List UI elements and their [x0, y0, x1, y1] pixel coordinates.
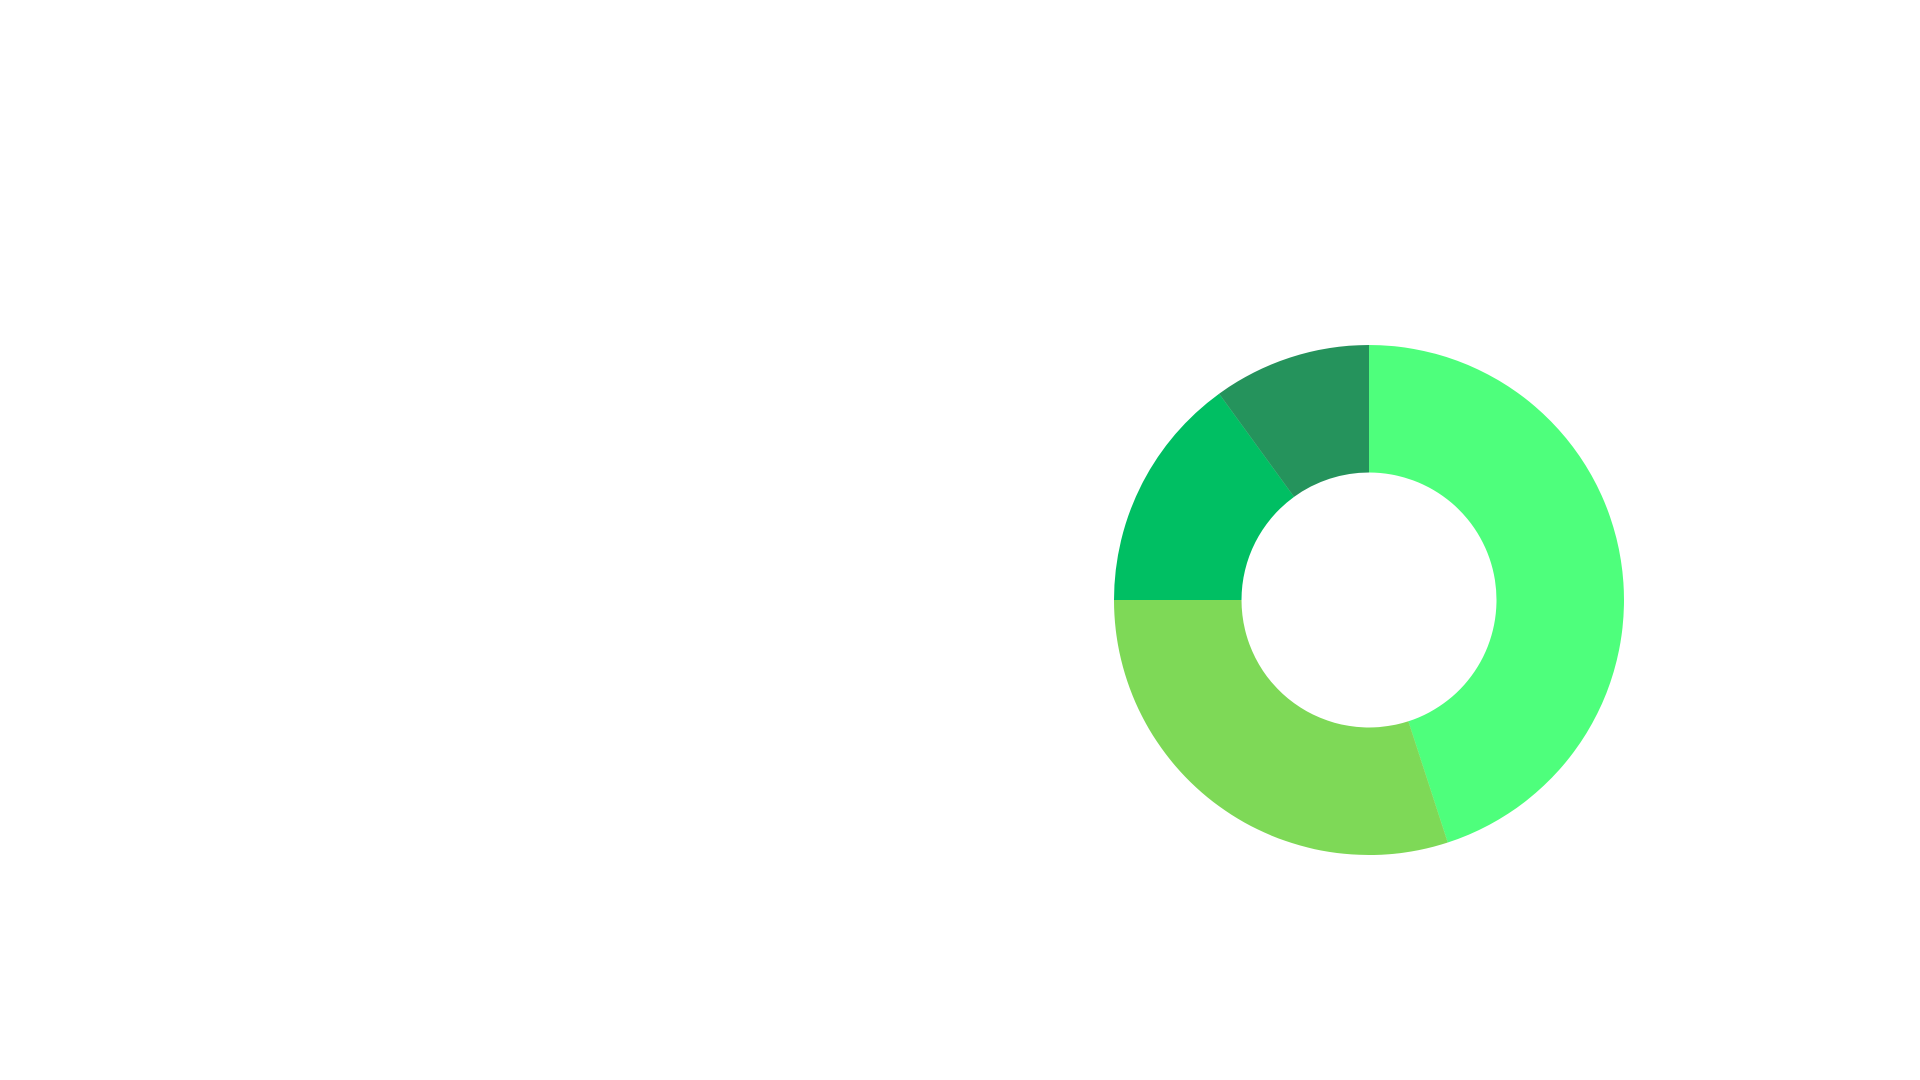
- donut-slice-1: [1369, 345, 1625, 843]
- donut-slices: [1114, 345, 1625, 856]
- donut-slice-2: [1114, 600, 1448, 856]
- donut-slice-3: [1114, 393, 1295, 600]
- donut-slice-4: [1219, 345, 1369, 497]
